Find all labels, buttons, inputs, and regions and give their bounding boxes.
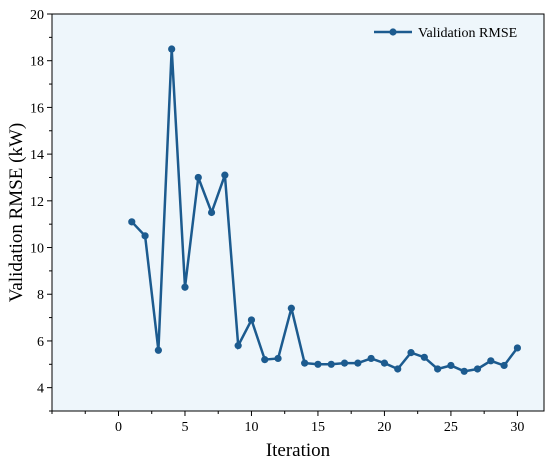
plot-background [52, 14, 544, 411]
y-tick-label: 6 [37, 335, 44, 350]
x-tick-label: 30 [510, 420, 524, 435]
data-point [247, 316, 256, 324]
series-layer [128, 45, 522, 375]
x-tick-label: 20 [377, 420, 391, 435]
data-point [154, 346, 162, 354]
data-point [460, 367, 468, 375]
data-point [513, 344, 522, 352]
data-point [261, 356, 269, 364]
data-point [128, 218, 136, 226]
y-tick-label: 18 [30, 55, 44, 70]
data-point [487, 357, 495, 365]
data-point [181, 283, 189, 291]
x-axis-title: Iteration [266, 440, 331, 461]
data-point [274, 354, 282, 363]
legend-marker-swatch [389, 28, 397, 36]
axis-layer: 0 5 10 15 20 25 30 4 6 8 10 12 14 16 18 20 [30, 8, 524, 435]
y-tick-label: 16 [30, 101, 44, 116]
data-point [287, 304, 295, 312]
data-point [301, 359, 309, 367]
y-tick-label: 12 [30, 195, 44, 210]
y-tick-label: 8 [37, 288, 44, 303]
data-point [314, 360, 322, 368]
data-point [221, 171, 229, 179]
data-point [367, 354, 375, 363]
y-tick-label: 14 [30, 148, 44, 163]
y-tick-label: 20 [30, 8, 44, 23]
y-tick-label: 4 [37, 382, 44, 397]
data-point [447, 361, 455, 370]
x-tick-label: 10 [244, 420, 258, 435]
data-point [380, 359, 389, 367]
data-point [473, 365, 482, 373]
data-point [340, 359, 349, 367]
data-point [434, 365, 442, 373]
legend: Validation RMSE [374, 26, 517, 41]
data-point [194, 173, 202, 182]
data-point [234, 342, 242, 350]
y-tick-label: 10 [30, 242, 44, 257]
y-axis-title: Validation RMSE (kW) [6, 123, 27, 302]
x-tick-label: 15 [311, 420, 325, 435]
x-tick-label: 25 [444, 420, 458, 435]
data-point [407, 349, 415, 357]
x-tick-label: 5 [181, 420, 188, 435]
data-point [354, 359, 362, 367]
legend-entry-label: Validation RMSE [418, 26, 517, 41]
data-point [168, 45, 176, 53]
plot-frame [51, 13, 545, 412]
data-point [207, 208, 216, 217]
data-point [327, 360, 335, 368]
data-point [141, 232, 149, 240]
data-point [500, 361, 508, 370]
data-point [394, 365, 402, 373]
x-tick-label: 0 [115, 420, 122, 435]
data-point [420, 353, 428, 361]
